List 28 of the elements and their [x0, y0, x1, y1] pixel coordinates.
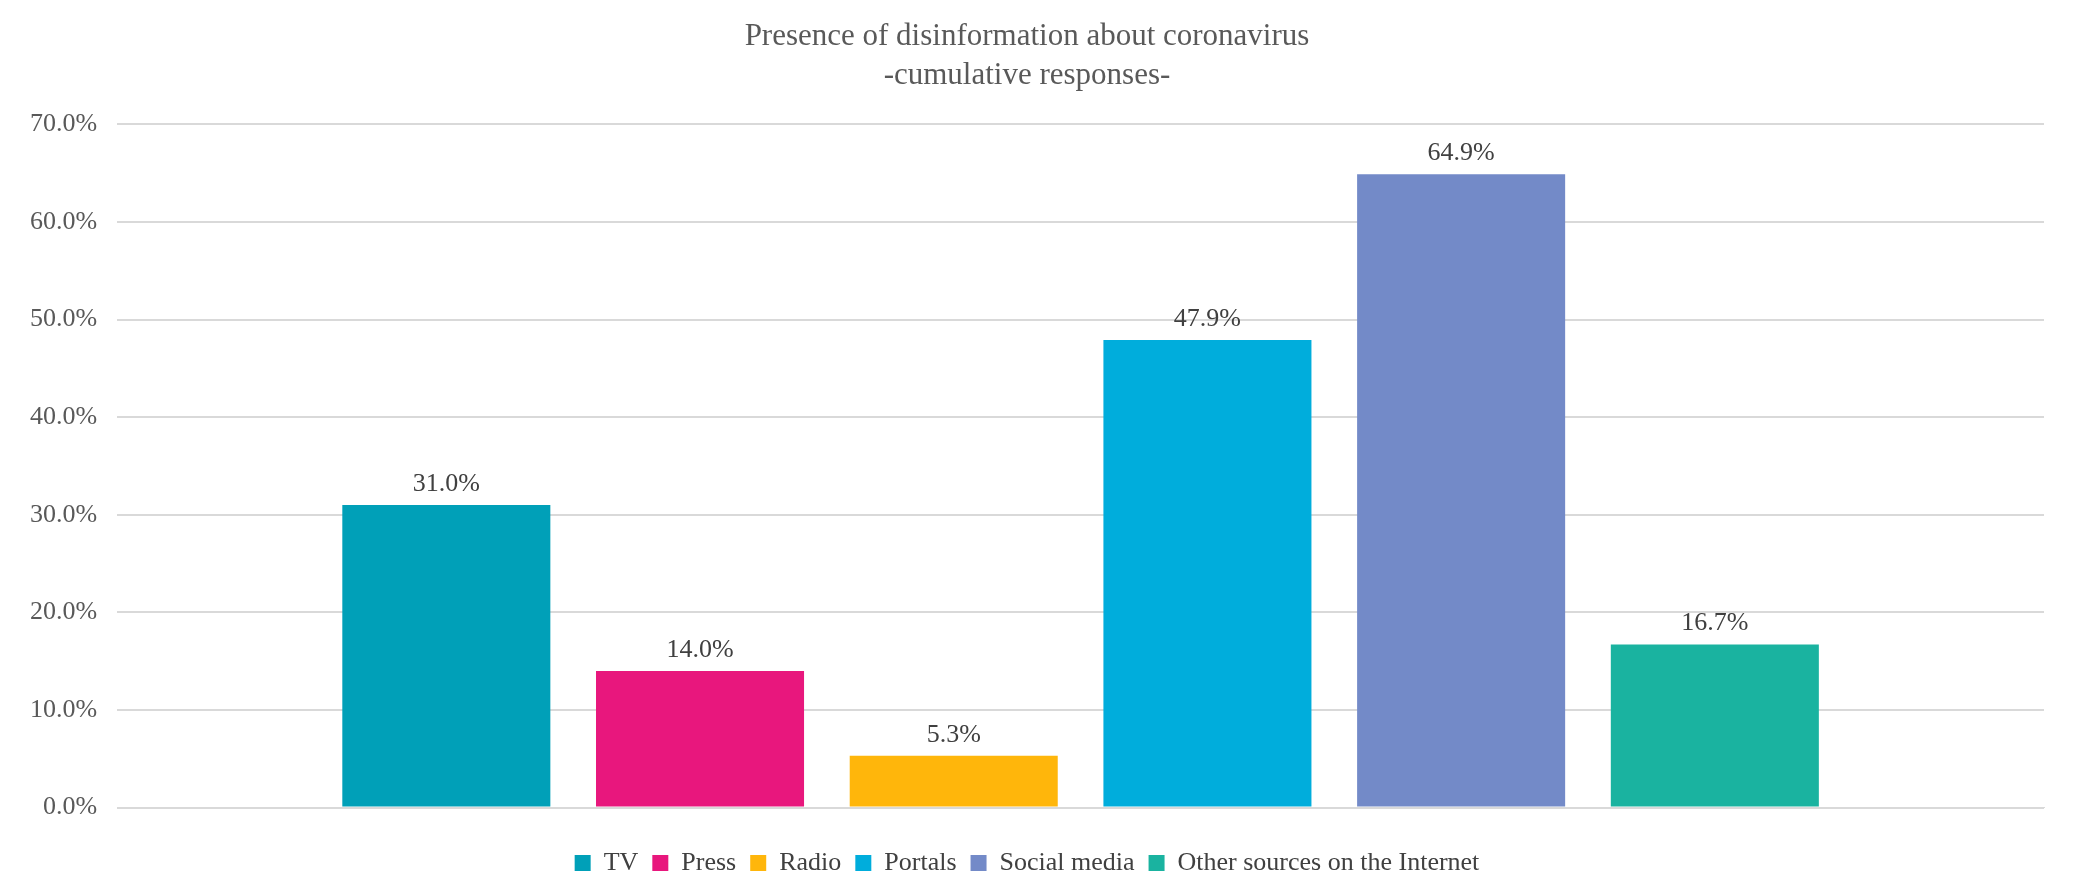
- bar: [849, 755, 1058, 807]
- legend-label: Radio: [779, 846, 842, 876]
- y-tick-label: 0.0%: [42, 791, 98, 821]
- y-tick-label: 60.0%: [29, 205, 98, 235]
- legend-label: TV: [603, 846, 639, 876]
- bar: [1357, 174, 1566, 807]
- data-label: 47.9%: [1173, 302, 1242, 332]
- data-label: 31.0%: [412, 467, 480, 497]
- y-tick-label: 50.0%: [29, 303, 98, 333]
- legend-label: Press: [681, 846, 737, 876]
- bar: [1103, 340, 1312, 807]
- legend-label: Other sources on the Internet: [1177, 846, 1481, 876]
- data-label: 16.7%: [1681, 607, 1749, 637]
- bar: [342, 505, 551, 807]
- data-label: 5.3%: [926, 718, 981, 748]
- chart-title: Presence of disinformation about coronavirus: [744, 16, 1310, 52]
- data-label: 64.9%: [1427, 137, 1495, 166]
- bar: [1610, 644, 1819, 807]
- y-tick-label: 40.0%: [29, 401, 98, 431]
- y-tick-label: 20.0%: [29, 596, 98, 626]
- y-tick-label: 70.0%: [29, 108, 98, 138]
- legend-label: Social media: [999, 846, 1136, 876]
- chart-subtitle: -cumulative responses-: [883, 55, 1171, 91]
- data-label: 14.0%: [666, 633, 734, 663]
- bar: [596, 670, 805, 807]
- y-tick-label: 10.0%: [29, 693, 98, 723]
- y-tick-label: 30.0%: [29, 498, 98, 528]
- legend-label: Portals: [884, 846, 957, 876]
